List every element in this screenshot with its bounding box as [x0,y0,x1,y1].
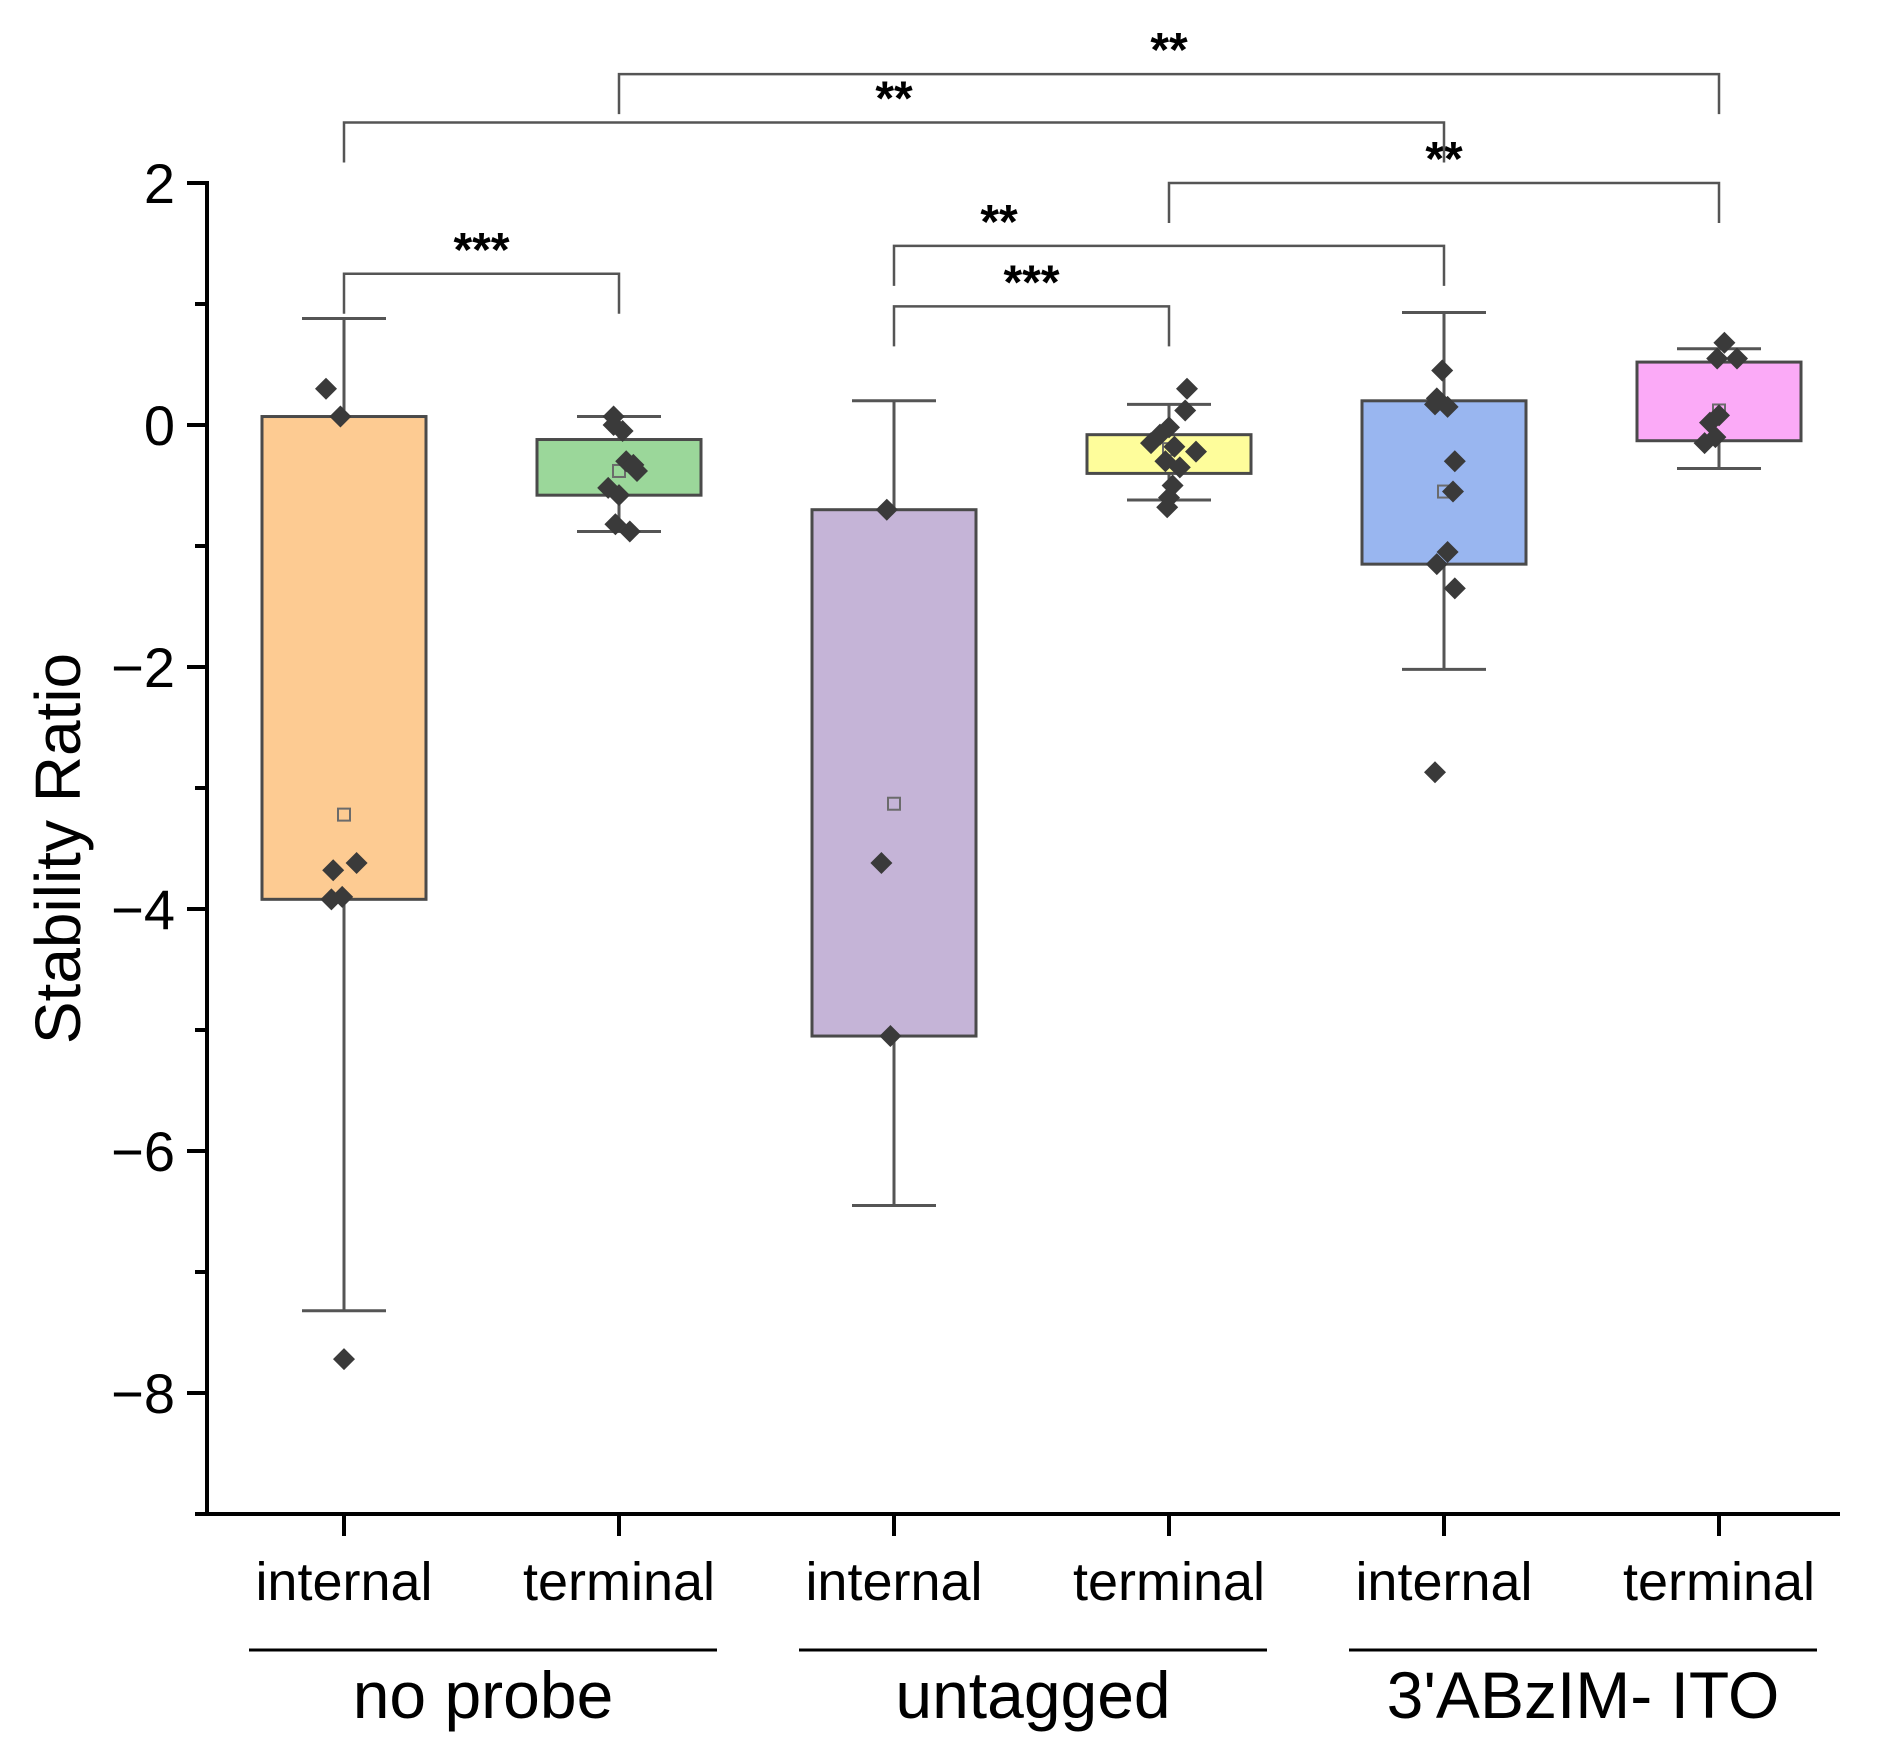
significance-bracket [1167,181,1721,223]
data-point [345,852,368,875]
data-point [1706,347,1729,370]
axes [187,181,1840,1536]
box-internal [260,415,428,901]
significance-bracket [892,244,1446,286]
x-category-label: internal [805,1552,982,1612]
mean-marker [337,807,351,822]
x-category-label: internal [1355,1552,1532,1612]
axis-labels: 2 0 −2 −4 −6 −8 internal terminal internal termin… [22,152,1817,1732]
y-tick-label: −2 [111,636,175,699]
y-tick-label: −4 [111,878,175,941]
y-tick-label: −6 [111,1120,175,1183]
y-tick-label: 0 [144,394,175,457]
data-point [1693,432,1716,455]
significance-bracket [342,121,1446,163]
data-point [1425,553,1448,576]
group-label: untagged [895,1658,1170,1732]
significance-label: *** [1003,256,1059,309]
significance-bracket [617,72,1721,115]
y-tick-label: 2 [144,152,175,215]
data-point [1168,456,1191,479]
y-tick-label: −8 [111,1362,175,1425]
data-point [1726,347,1748,370]
x-category-label: terminal [1623,1552,1815,1612]
data-point [611,420,634,443]
data-point [1156,496,1179,519]
data-point [1424,761,1446,784]
data-point [1163,435,1186,458]
x-category-label: terminal [1073,1552,1265,1612]
significance-label: ** [980,196,1018,249]
significance-label: *** [453,224,509,277]
group-label: no probe [353,1658,614,1732]
data-point [608,484,630,507]
data-point [626,459,648,482]
data-point [1436,541,1459,564]
significance-brackets: ************** [342,24,1721,347]
significance-bracket [342,272,621,314]
data-point [315,377,337,400]
boxes [260,310,1803,1313]
x-category-label: internal [255,1552,432,1612]
data-points [315,331,1748,1371]
data-point [1443,450,1466,473]
data-point [1174,399,1197,422]
data-point [1176,377,1198,400]
data-point [1443,577,1466,600]
significance-bracket [892,305,1171,347]
data-point [331,885,354,908]
data-point [1431,359,1454,382]
significance-label: ** [875,73,913,126]
box-internal [810,508,978,1038]
box-terminal [1635,360,1803,443]
data-point [329,405,352,428]
data-point [1713,331,1736,354]
group-label: 3'ABzIM- ITO [1387,1658,1780,1732]
data-point [618,520,641,543]
data-point [879,1025,902,1048]
significance-label: ** [1150,24,1188,77]
y-axis-title: Stability Ratio [22,653,94,1044]
data-point [333,1348,355,1371]
data-point [1185,440,1207,463]
data-point [875,498,898,521]
data-point [1436,395,1459,418]
data-point [1140,432,1162,455]
mean-marker [887,796,901,811]
box-internal [1360,399,1528,566]
data-point [1442,480,1464,503]
data-point [322,859,345,882]
data-point [870,852,893,875]
x-category-label: terminal [523,1552,715,1612]
